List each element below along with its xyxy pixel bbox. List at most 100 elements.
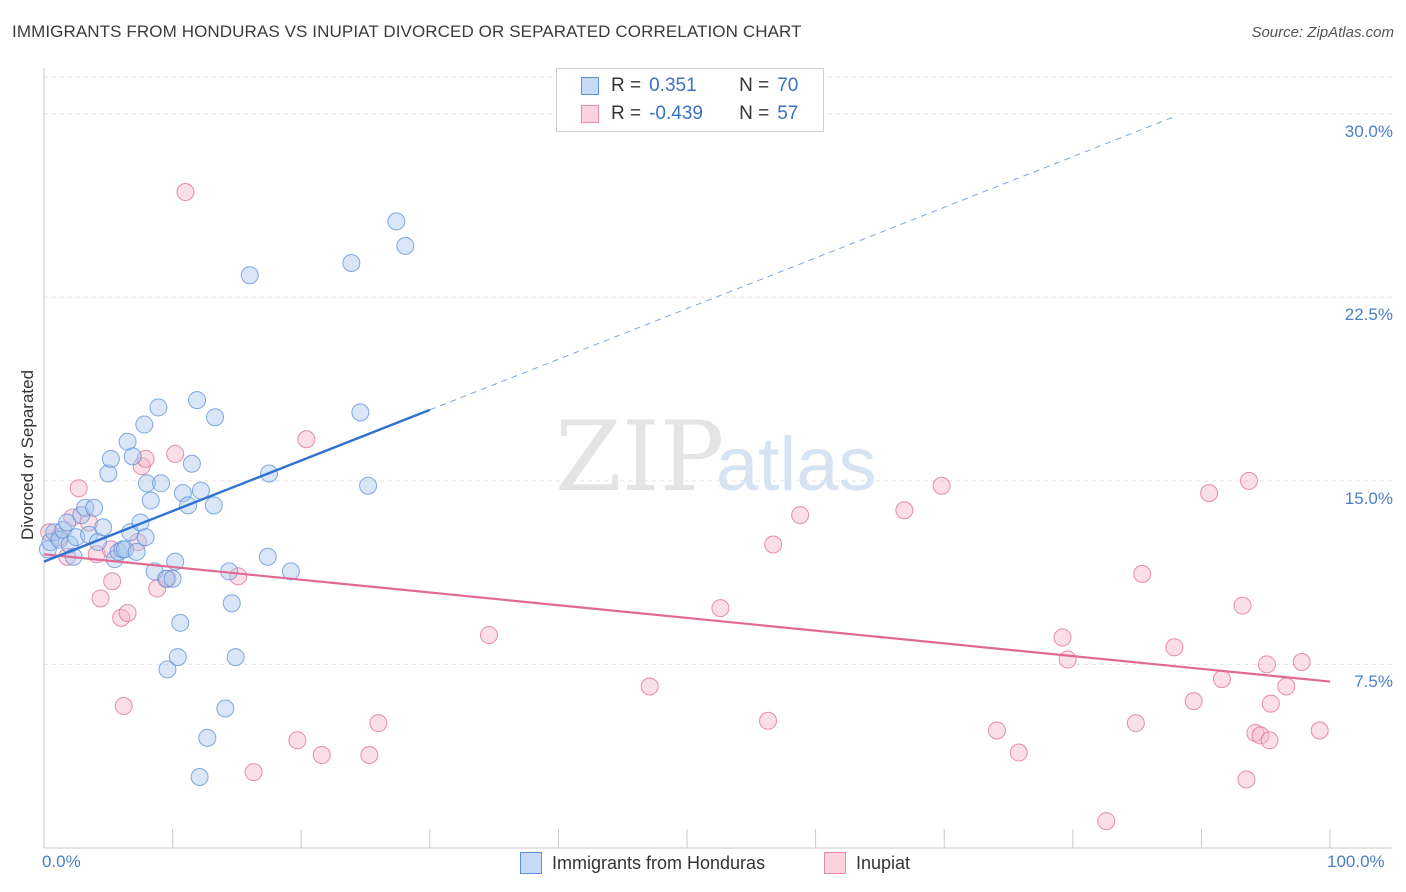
legend-n-label: N = xyxy=(739,103,769,125)
data-point xyxy=(298,431,315,448)
data-point xyxy=(177,184,194,201)
legend-row-inupiat: R = -0.439 N = 57 xyxy=(581,101,798,127)
legend-n-value: 57 xyxy=(777,103,798,125)
data-point xyxy=(104,573,121,590)
data-point xyxy=(169,649,186,666)
data-point xyxy=(102,450,119,467)
data-point xyxy=(128,543,145,560)
watermark: ZIP atlas xyxy=(555,401,877,513)
data-point xyxy=(397,237,414,254)
legend-r-label: R = xyxy=(611,103,641,125)
y-tick-label: 30.0% xyxy=(1345,122,1393,142)
data-point xyxy=(100,465,117,482)
data-point xyxy=(1054,629,1071,646)
scatter-plot: ZIP atlas xyxy=(0,0,1406,892)
data-point xyxy=(370,715,387,732)
data-point xyxy=(1166,639,1183,656)
data-point xyxy=(1262,695,1279,712)
data-point xyxy=(480,627,497,644)
data-point xyxy=(313,746,330,763)
legend-swatch-inupiat xyxy=(824,852,846,874)
data-point xyxy=(191,769,208,786)
data-point xyxy=(95,519,112,536)
legend-n-label: N = xyxy=(739,75,769,97)
legend-swatch-honduras xyxy=(520,852,542,874)
data-point xyxy=(164,570,181,587)
data-point xyxy=(1261,732,1278,749)
data-point xyxy=(86,499,103,516)
data-point xyxy=(142,492,159,509)
legend-swatch-honduras xyxy=(581,77,599,95)
data-point xyxy=(360,477,377,494)
data-point xyxy=(259,548,276,565)
data-point xyxy=(1240,472,1257,489)
legend-n-value: 70 xyxy=(777,75,798,97)
trend-honduras-extension xyxy=(430,116,1176,410)
data-point xyxy=(352,404,369,421)
data-point xyxy=(167,445,184,462)
data-point xyxy=(70,480,87,497)
data-point xyxy=(137,529,154,546)
correlation-legend: R = 0.351 N = 70 R = -0.439 N = 57 xyxy=(556,68,824,132)
data-point xyxy=(933,477,950,494)
data-point xyxy=(388,213,405,230)
data-point xyxy=(760,712,777,729)
legend-label-inupiat: Inupiat xyxy=(856,853,910,874)
y-tick-label: 15.0% xyxy=(1345,489,1393,509)
data-point xyxy=(988,722,1005,739)
legend-r-value: 0.351 xyxy=(649,75,727,97)
data-point xyxy=(223,595,240,612)
data-point xyxy=(245,764,262,781)
data-point xyxy=(1234,597,1251,614)
data-point xyxy=(1293,653,1310,670)
data-point xyxy=(1134,565,1151,582)
data-point xyxy=(241,267,258,284)
watermark-zip: ZIP xyxy=(555,401,724,513)
data-point xyxy=(153,475,170,492)
data-point xyxy=(189,392,206,409)
y-tick-label: 7.5% xyxy=(1354,672,1393,692)
legend-r-label: R = xyxy=(611,75,641,97)
data-point xyxy=(207,409,224,426)
data-point xyxy=(227,649,244,666)
data-point xyxy=(1201,485,1218,502)
data-point xyxy=(92,590,109,607)
y-tick-label: 22.5% xyxy=(1345,305,1393,325)
legend-swatch-inupiat xyxy=(581,105,599,123)
data-point xyxy=(199,729,216,746)
data-point xyxy=(1278,678,1295,695)
data-point xyxy=(150,399,167,416)
data-point xyxy=(1127,715,1144,732)
legend-row-honduras: R = 0.351 N = 70 xyxy=(581,73,798,99)
data-point xyxy=(343,255,360,272)
data-point xyxy=(361,746,378,763)
data-point xyxy=(1059,651,1076,668)
data-point xyxy=(289,732,306,749)
data-point xyxy=(1213,671,1230,688)
legend-item-inupiat: Inupiat xyxy=(824,852,910,874)
data-point xyxy=(712,600,729,617)
series-legend: Immigrants from Honduras Inupiat xyxy=(0,852,1406,878)
data-point xyxy=(792,507,809,524)
data-point xyxy=(183,455,200,472)
legend-label-honduras: Immigrants from Honduras xyxy=(552,853,765,874)
data-point xyxy=(119,605,136,622)
legend-item-honduras: Immigrants from Honduras xyxy=(520,852,765,874)
data-point xyxy=(1010,744,1027,761)
data-point xyxy=(172,614,189,631)
legend-r-value: -0.439 xyxy=(649,103,727,125)
data-point xyxy=(1311,722,1328,739)
data-point xyxy=(217,700,234,717)
data-point xyxy=(896,502,913,519)
data-point xyxy=(205,497,222,514)
data-point xyxy=(1258,656,1275,673)
data-point xyxy=(765,536,782,553)
trend-lines xyxy=(430,116,1176,410)
watermark-atlas: atlas xyxy=(716,422,877,507)
data-point xyxy=(1238,771,1255,788)
data-point xyxy=(1098,813,1115,830)
data-point xyxy=(115,698,132,715)
data-point xyxy=(124,448,141,465)
data-point xyxy=(1185,693,1202,710)
data-point xyxy=(136,416,153,433)
